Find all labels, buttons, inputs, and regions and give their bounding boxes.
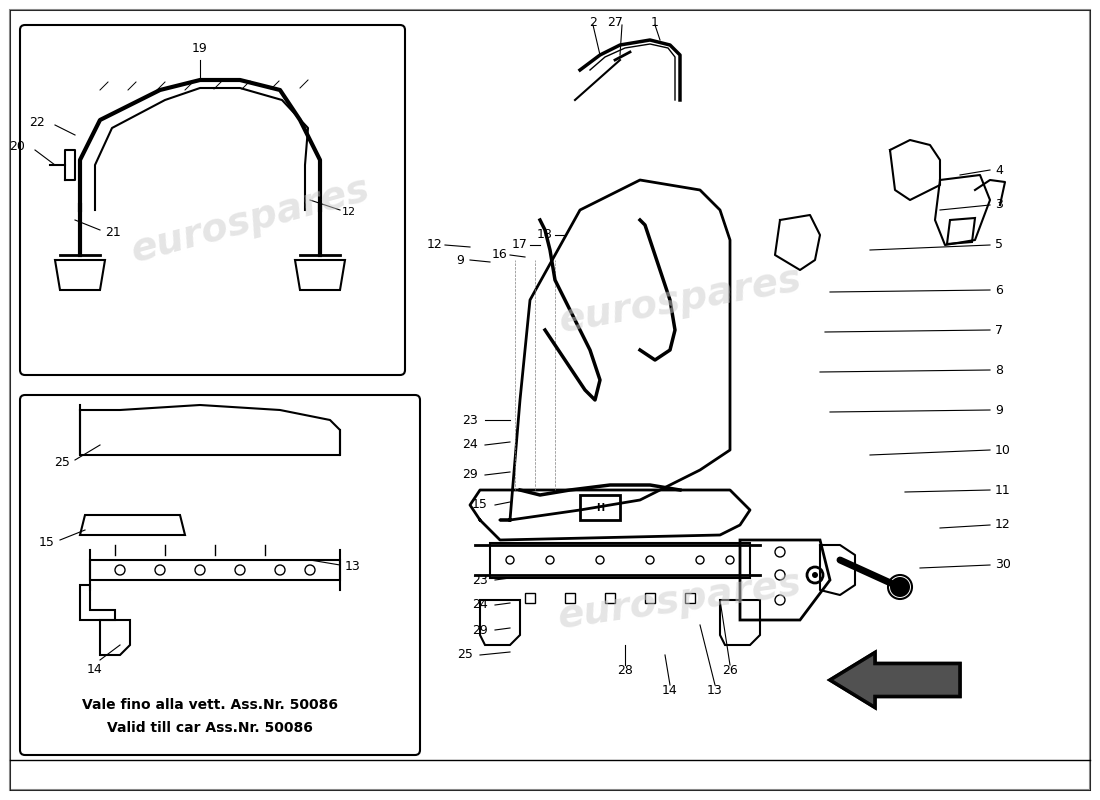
Text: 28: 28 bbox=[617, 663, 632, 677]
Text: 3: 3 bbox=[996, 198, 1003, 211]
FancyBboxPatch shape bbox=[20, 25, 405, 375]
Text: 11: 11 bbox=[996, 483, 1011, 497]
FancyBboxPatch shape bbox=[10, 10, 1090, 790]
Text: 15: 15 bbox=[472, 498, 488, 511]
Text: 29: 29 bbox=[462, 469, 477, 482]
Text: 25: 25 bbox=[54, 457, 70, 470]
Bar bbox=[90, 560, 340, 580]
Text: 14: 14 bbox=[87, 663, 103, 676]
Bar bbox=[565, 593, 575, 603]
Text: 17: 17 bbox=[513, 238, 528, 251]
Bar bbox=[525, 593, 535, 603]
Text: 22: 22 bbox=[30, 115, 45, 129]
Text: 8: 8 bbox=[996, 363, 1003, 377]
Polygon shape bbox=[830, 653, 960, 707]
Text: 7: 7 bbox=[996, 323, 1003, 337]
Text: 5: 5 bbox=[996, 238, 1003, 251]
Text: 27: 27 bbox=[607, 15, 623, 29]
Text: 2: 2 bbox=[590, 15, 597, 29]
Text: 13: 13 bbox=[345, 561, 361, 574]
Text: 24: 24 bbox=[462, 438, 477, 451]
Text: 21: 21 bbox=[104, 226, 121, 238]
Text: 19: 19 bbox=[192, 42, 208, 55]
Text: 15: 15 bbox=[40, 537, 55, 550]
Text: 26: 26 bbox=[722, 663, 738, 677]
Text: eurospares: eurospares bbox=[126, 170, 374, 270]
Text: Valid till car Ass.Nr. 50086: Valid till car Ass.Nr. 50086 bbox=[107, 721, 312, 735]
Text: 29: 29 bbox=[472, 623, 488, 637]
Text: 6: 6 bbox=[996, 283, 1003, 297]
Text: Vale fino alla vett. Ass.Nr. 50086: Vale fino alla vett. Ass.Nr. 50086 bbox=[82, 698, 338, 712]
Bar bbox=[490, 543, 750, 578]
Circle shape bbox=[812, 572, 818, 578]
Text: 20: 20 bbox=[9, 141, 25, 154]
Text: 23: 23 bbox=[462, 414, 477, 426]
Text: eurospares: eurospares bbox=[556, 564, 804, 636]
Text: 24: 24 bbox=[472, 598, 488, 611]
Text: 9: 9 bbox=[456, 254, 464, 266]
Bar bbox=[645, 593, 654, 603]
Text: 12: 12 bbox=[996, 518, 1011, 531]
Text: H: H bbox=[596, 503, 604, 513]
Text: 16: 16 bbox=[492, 249, 508, 262]
Bar bbox=[580, 495, 620, 520]
Text: 30: 30 bbox=[996, 558, 1011, 571]
Bar bbox=[605, 593, 615, 603]
Text: 12: 12 bbox=[427, 238, 443, 251]
Text: 1: 1 bbox=[651, 15, 659, 29]
Text: 23: 23 bbox=[472, 574, 488, 586]
Text: 18: 18 bbox=[537, 229, 553, 242]
Circle shape bbox=[890, 577, 910, 597]
Text: 4: 4 bbox=[996, 163, 1003, 177]
Text: 14: 14 bbox=[662, 683, 678, 697]
Text: 9: 9 bbox=[996, 403, 1003, 417]
Text: 12: 12 bbox=[342, 207, 356, 217]
Text: eurospares: eurospares bbox=[556, 260, 804, 340]
Text: 13: 13 bbox=[707, 683, 723, 697]
Text: 10: 10 bbox=[996, 443, 1011, 457]
FancyBboxPatch shape bbox=[20, 395, 420, 755]
Text: 25: 25 bbox=[458, 649, 473, 662]
Bar bbox=[685, 593, 695, 603]
